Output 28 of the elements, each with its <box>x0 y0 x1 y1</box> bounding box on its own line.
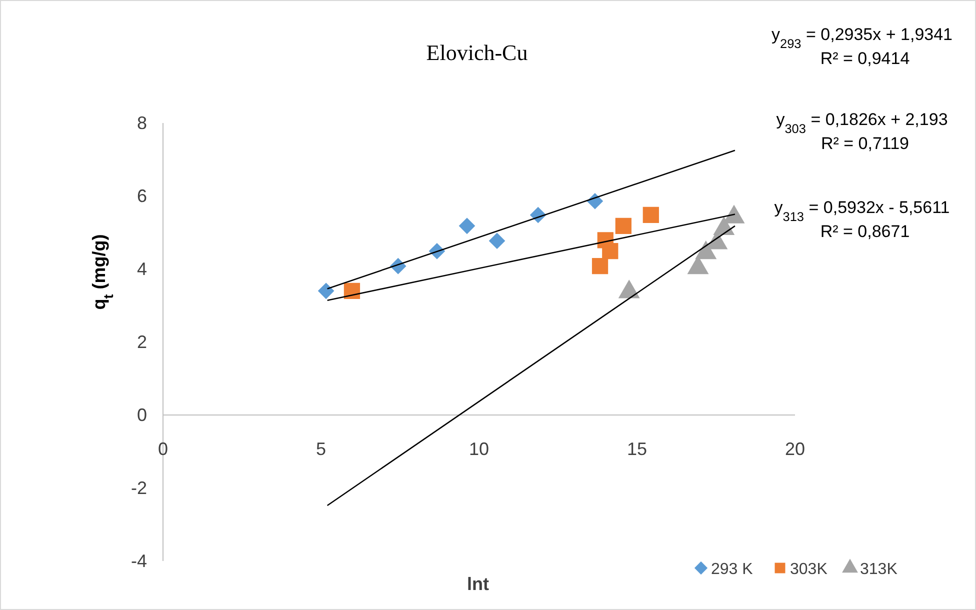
x-tick-label: 5 <box>316 439 326 459</box>
point <box>615 218 632 234</box>
point <box>592 258 608 274</box>
legend-label: 303K <box>790 561 828 578</box>
x-axis-title: lnt <box>467 574 489 594</box>
point <box>597 232 614 248</box>
y-tick-label: 4 <box>136 259 147 279</box>
x-tick-label: 0 <box>158 439 168 459</box>
chart-title: Elovich-Cu <box>426 40 528 65</box>
annotation: y$_{313}$ = 0,5932x - 5,5611 R² = 0,8671 <box>774 198 950 241</box>
y-tick-label: 2 <box>136 332 147 352</box>
point <box>458 218 476 234</box>
y-tick-label: 0 <box>136 405 147 425</box>
text: y$_{293}$ = 0,2935x + 1,9341 R² = 0,9414 <box>771 25 953 68</box>
y-tick-label: -4 <box>130 551 147 571</box>
y-tick-label: 8 <box>136 113 147 133</box>
annotation: y$_{303}$ = 0,1826x + 2,193 R² = 0,7119 <box>776 110 948 153</box>
legend-label: 313K <box>860 561 898 578</box>
x-tick-label: 15 <box>626 439 648 459</box>
point <box>642 206 659 224</box>
y-tick-label: -2 <box>130 478 147 498</box>
point <box>318 282 334 300</box>
y-tick-label: 6 <box>136 186 147 206</box>
legend-label: 293 K <box>711 561 754 578</box>
point <box>488 232 506 250</box>
x-tick-label: 20 <box>784 439 806 459</box>
x-tick-label: 10 <box>468 439 490 459</box>
point <box>344 282 360 299</box>
